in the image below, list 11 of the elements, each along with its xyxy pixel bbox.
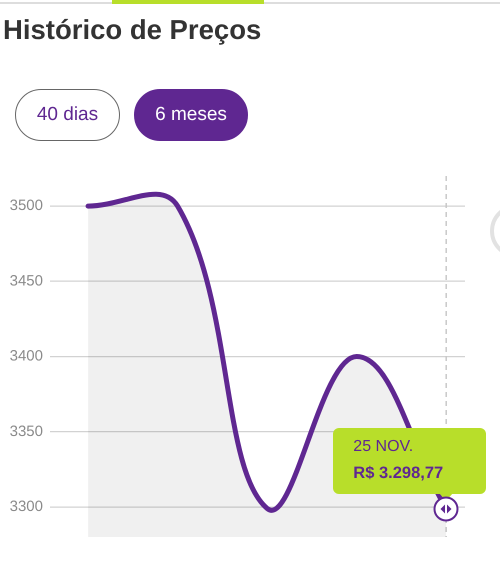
y-tick-label: 3400: [10, 348, 43, 365]
tooltip-box: 25 NOV. R$ 3.298,77: [333, 428, 486, 494]
period-button[interactable]: 6 meses: [134, 89, 248, 141]
chart-title: Histórico de Preços: [3, 14, 262, 46]
period-button[interactable]: 40 dias: [15, 89, 120, 141]
annotation: 25 NOV.: [353, 436, 414, 457]
y-tick-label: 3350: [10, 422, 43, 440]
y-tick-label: 3300: [10, 498, 43, 516]
data-label: R$ 3.298,77: [353, 462, 444, 483]
y-tick-label: 3450: [10, 272, 43, 290]
y-tick-label: 3500: [10, 197, 43, 214]
